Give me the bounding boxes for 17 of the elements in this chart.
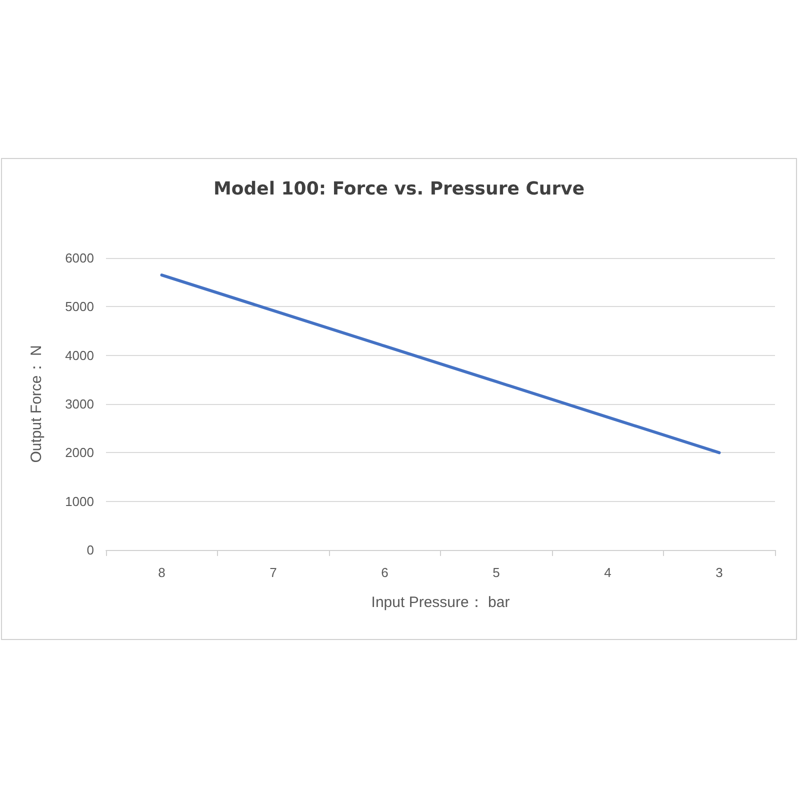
- y-tick-label: 4000: [65, 348, 94, 363]
- chart-title: Model 100: Force vs. Pressure Curve: [213, 178, 585, 200]
- x-tick-label: 8: [158, 565, 166, 580]
- x-tick-label: 6: [381, 565, 388, 580]
- y-axis-title: Output Force： N: [28, 345, 45, 463]
- x-tick-label: 5: [492, 565, 500, 580]
- y-tick-label: 5000: [65, 299, 94, 314]
- y-tick-label: 6000: [65, 250, 94, 266]
- y-tick-label: 1000: [65, 494, 94, 509]
- x-tick-label: 4: [604, 565, 612, 580]
- y-tick-label: 0: [86, 542, 94, 558]
- x-tick-label: 7: [270, 565, 277, 580]
- line-series: [160, 274, 721, 454]
- y-tick-label: 2000: [65, 445, 94, 460]
- x-axis-title: Input Pressure： bar: [371, 594, 510, 611]
- y-tick-label: 3000: [65, 396, 94, 412]
- x-tick-label: 3: [716, 565, 723, 580]
